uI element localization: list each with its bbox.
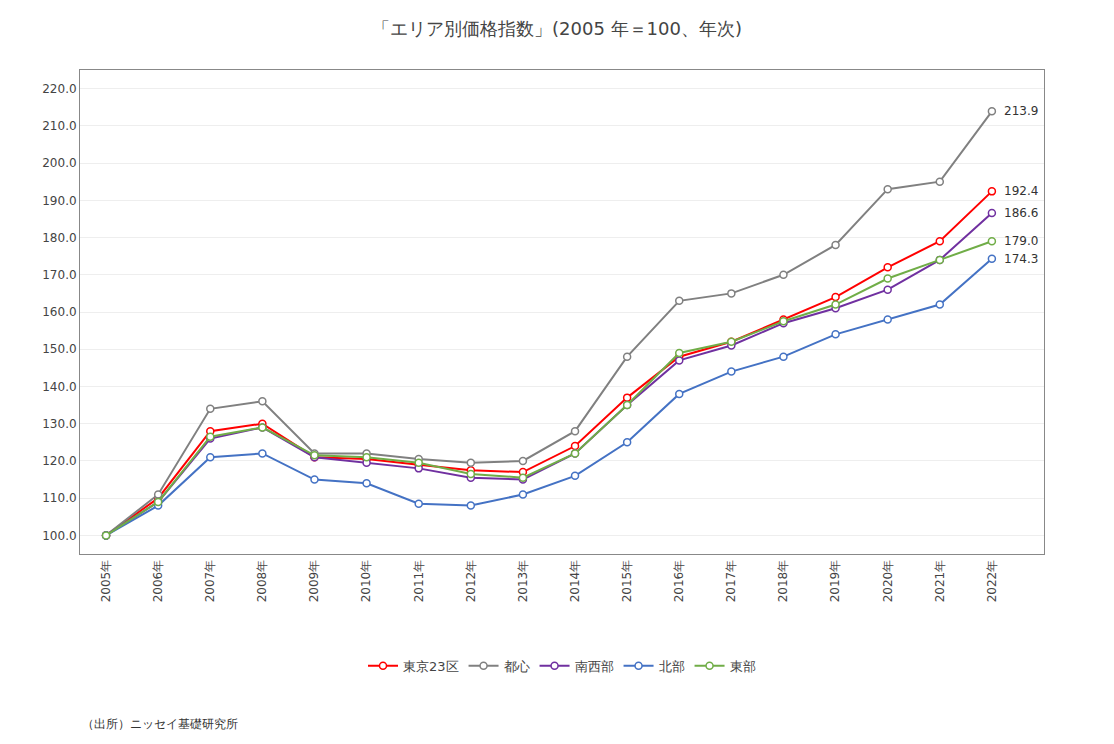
svg-text:100.0: 100.0 [42,529,76,543]
svg-text:2012年: 2012年 [464,560,478,603]
svg-text:180.0: 180.0 [42,231,76,245]
svg-text:192.4: 192.4 [1004,184,1038,198]
svg-text:213.9: 213.9 [1004,104,1038,118]
svg-text:186.6: 186.6 [1004,206,1038,220]
svg-text:東部: 東部 [730,659,756,674]
svg-text:2022年: 2022年 [985,560,999,603]
svg-text:東京23区: 東京23区 [403,659,459,674]
svg-text:2008年: 2008年 [255,560,269,603]
svg-text:2011年: 2011年 [412,560,426,603]
svg-text:南西部: 南西部 [575,659,614,674]
svg-text:200.0: 200.0 [42,156,76,170]
svg-text:北部: 北部 [659,659,685,674]
svg-text:2019年: 2019年 [828,560,842,603]
svg-text:2018年: 2018年 [776,560,790,603]
svg-text:120.0: 120.0 [42,454,76,468]
svg-text:「エリア別価格指数」(2005 年＝100、年次): 「エリア別価格指数」(2005 年＝100、年次) [372,18,742,39]
svg-text:190.0: 190.0 [42,194,76,208]
svg-text:2021年: 2021年 [933,560,947,603]
svg-text:179.0: 179.0 [1004,234,1038,248]
svg-text:130.0: 130.0 [42,417,76,431]
svg-text:150.0: 150.0 [42,342,76,356]
svg-text:2013年: 2013年 [516,560,530,603]
svg-text:2020年: 2020年 [881,560,895,603]
svg-text:2014年: 2014年 [568,560,582,603]
svg-text:2005年: 2005年 [99,560,113,603]
svg-text:170.0: 170.0 [42,268,76,282]
svg-text:2015年: 2015年 [620,560,634,603]
svg-text:160.0: 160.0 [42,305,76,319]
svg-text:220.0: 220.0 [42,82,76,96]
svg-text:2016年: 2016年 [672,560,686,603]
svg-text:140.0: 140.0 [42,380,76,394]
svg-text:2010年: 2010年 [359,560,373,603]
svg-text:2009年: 2009年 [307,560,321,603]
svg-text:174.3: 174.3 [1004,252,1038,266]
svg-text:210.0: 210.0 [42,119,76,133]
svg-text:2017年: 2017年 [724,560,738,603]
svg-text:2007年: 2007年 [203,560,217,603]
svg-text:110.0: 110.0 [42,491,76,505]
svg-text:（出所）ニッセイ基礎研究所: （出所）ニッセイ基礎研究所 [82,717,238,731]
svg-text:2006年: 2006年 [151,560,165,603]
svg-text:都心: 都心 [504,659,530,674]
